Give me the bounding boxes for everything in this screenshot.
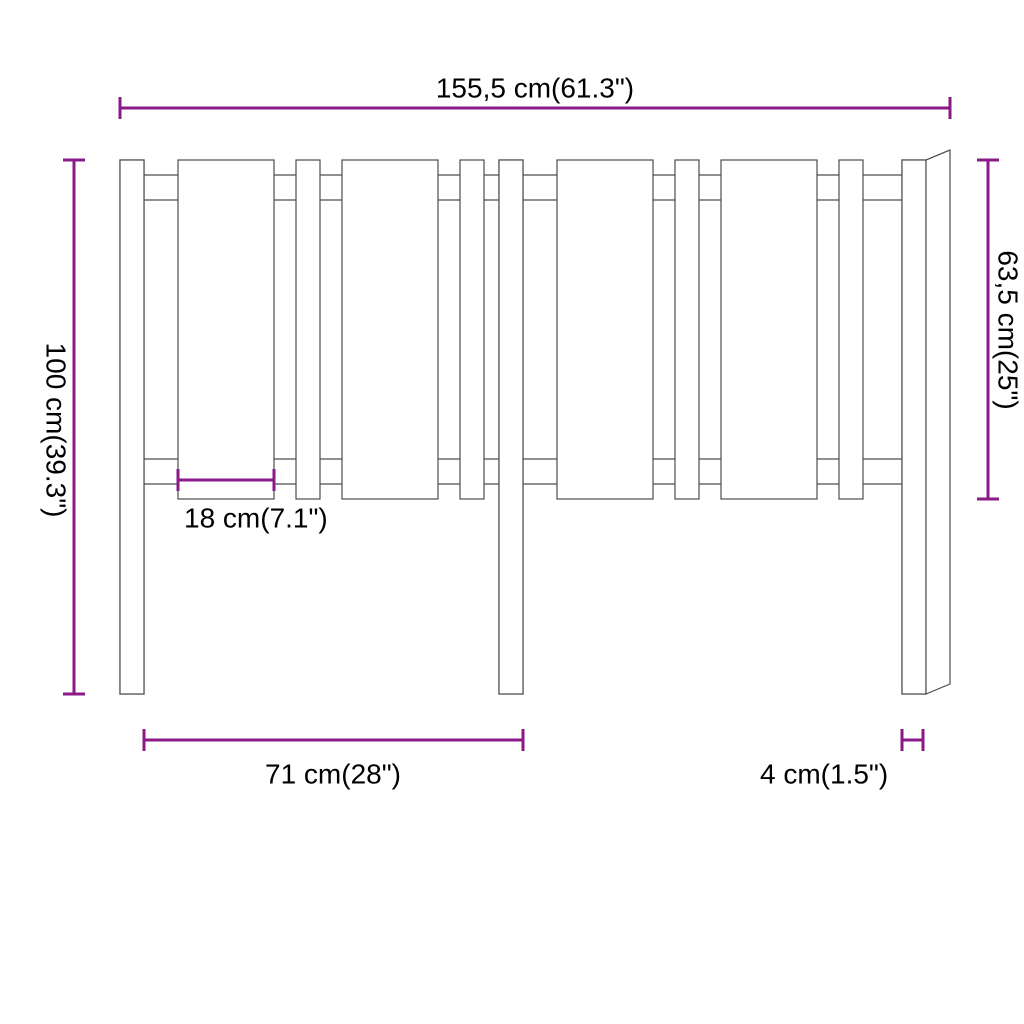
dim-label-leg_spacing: 71 cm(28") xyxy=(265,758,401,789)
dim-label-slat_width: 18 cm(7.1") xyxy=(184,502,328,533)
dim-label-top_width: 155,5 cm(61.3") xyxy=(436,72,634,103)
dim-leg_thickness: 4 cm(1.5") xyxy=(760,729,923,789)
dim-label-right_height: 63,5 cm(25") xyxy=(993,250,1024,409)
dim-label-left_height: 100 cm(39.3") xyxy=(41,343,72,518)
dimension-diagram: { "canvas": { "w": 1024, "h": 1024, "bg"… xyxy=(0,0,1024,1024)
dim-leg_spacing: 71 cm(28") xyxy=(144,729,523,789)
dim-left_height: 100 cm(39.3") xyxy=(41,160,85,694)
dim-label-leg_thickness: 4 cm(1.5") xyxy=(760,758,888,789)
dim-top_width: 155,5 cm(61.3") xyxy=(120,72,950,119)
dim-right_height: 63,5 cm(25") xyxy=(977,160,1024,499)
headboard-drawing xyxy=(120,150,950,694)
